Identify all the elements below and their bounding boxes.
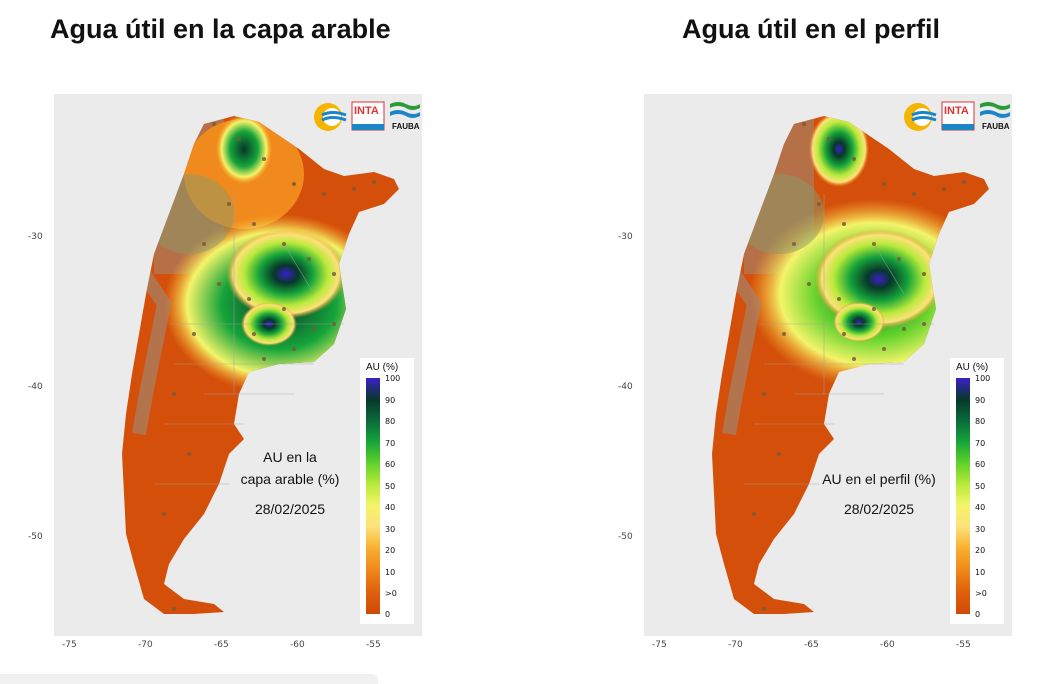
x-tick-label: -65 — [214, 640, 229, 650]
legend-label: 40 — [385, 503, 396, 512]
legend-label: 60 — [385, 460, 396, 469]
legend-label: 10 — [385, 568, 396, 577]
x-tick-label: -55 — [366, 640, 381, 650]
legend-label: 0 — [385, 610, 391, 619]
panel-1-title: Agua útil en la capa arable — [50, 14, 391, 44]
legend-label: 90 — [975, 396, 986, 405]
legend-label: 30 — [975, 525, 986, 534]
x-tick-label: -65 — [804, 640, 819, 650]
map-panel-arable: -30 -40 -50 -75 -70 -65 -60 -55 INTA FAU… — [28, 94, 422, 650]
annotation-line-1: AU en el perfil (%) — [822, 471, 936, 487]
legend-label: 70 — [385, 439, 396, 448]
province-borders — [154, 194, 344, 485]
legend-label: 90 — [385, 396, 396, 405]
annotation-date: 28/02/2025 — [254, 501, 326, 517]
y-tick-label: -30 — [28, 232, 43, 242]
legend-label: 30 — [385, 525, 396, 534]
inta-logo-text: INTA — [944, 105, 969, 117]
legend-colorbar — [366, 378, 380, 614]
north-neighbors — [204, 94, 422, 294]
x-tick-label: -70 — [138, 640, 153, 650]
inta-logo-text: INTA — [354, 105, 379, 117]
map-annotation: AU en la capa arable (%) 28/02/2025 — [226, 446, 354, 520]
legend-label: 100 — [385, 374, 401, 383]
station-points — [752, 122, 966, 611]
fauba-logo-text: FAUBA — [392, 122, 420, 131]
map-canvas-arable — [54, 94, 422, 636]
legend-label: 40 — [975, 503, 986, 512]
x-tick-label: -75 — [62, 640, 77, 650]
logos-group: INTA FAUBA — [902, 98, 1012, 136]
legend-label: 20 — [975, 546, 986, 555]
y-tick-label: -30 — [618, 232, 633, 242]
map-annotation: AU en el perfil (%) 28/02/2025 — [804, 468, 954, 520]
legend-label: 100 — [975, 374, 991, 383]
legend-label: 50 — [385, 482, 396, 491]
legend-label: 60 — [975, 460, 986, 469]
x-tick-label: -75 — [652, 640, 667, 650]
legend-label: 0 — [975, 610, 981, 619]
legend-arable: AU (%) 100 90 80 70 60 50 40 30 20 10 >0… — [360, 358, 414, 624]
logo-images — [904, 101, 1010, 131]
x-tick-label: -60 — [290, 640, 305, 650]
legend-label: 80 — [975, 417, 986, 426]
y-tick-label: -50 — [618, 532, 633, 542]
legend-label: 50 — [975, 482, 986, 491]
x-tick-label: -70 — [728, 640, 743, 650]
province-borders — [744, 194, 934, 485]
y-tick-label: -40 — [28, 382, 43, 392]
legend-label: >0 — [385, 589, 397, 598]
x-tick-label: -55 — [956, 640, 971, 650]
bottom-scroll-strip — [0, 674, 378, 684]
x-tick-label: -60 — [880, 640, 895, 650]
fauba-logo-text: FAUBA — [982, 122, 1010, 131]
legend-title: AU (%) — [366, 362, 399, 373]
map-panel-perfil: -30 -40 -50 -75 -70 -65 -60 -55 INTA FAU… — [618, 94, 1012, 650]
annotation-line-2: capa arable (%) — [240, 471, 340, 487]
legend-label: >0 — [975, 589, 987, 598]
legend-colorbar — [956, 378, 970, 614]
legend-label: 70 — [975, 439, 986, 448]
legend-label: 10 — [975, 568, 986, 577]
legend-label: 20 — [385, 546, 396, 555]
annotation-date: 28/02/2025 — [843, 501, 915, 517]
logos-group: INTA FAUBA — [312, 98, 422, 136]
chile-region — [54, 94, 204, 624]
legend-title: AU (%) — [956, 362, 989, 373]
legend-perfil: AU (%) 100 90 80 70 60 50 40 30 20 10 >0… — [950, 358, 1004, 624]
logo-images — [314, 101, 420, 131]
station-points — [162, 122, 376, 611]
y-tick-label: -50 — [28, 532, 43, 542]
y-tick-label: -40 — [618, 382, 633, 392]
legend-label: 80 — [385, 417, 396, 426]
panel-2-title: Agua útil en el perfil — [682, 14, 941, 44]
annotation-line-1: AU en la — [263, 449, 317, 465]
